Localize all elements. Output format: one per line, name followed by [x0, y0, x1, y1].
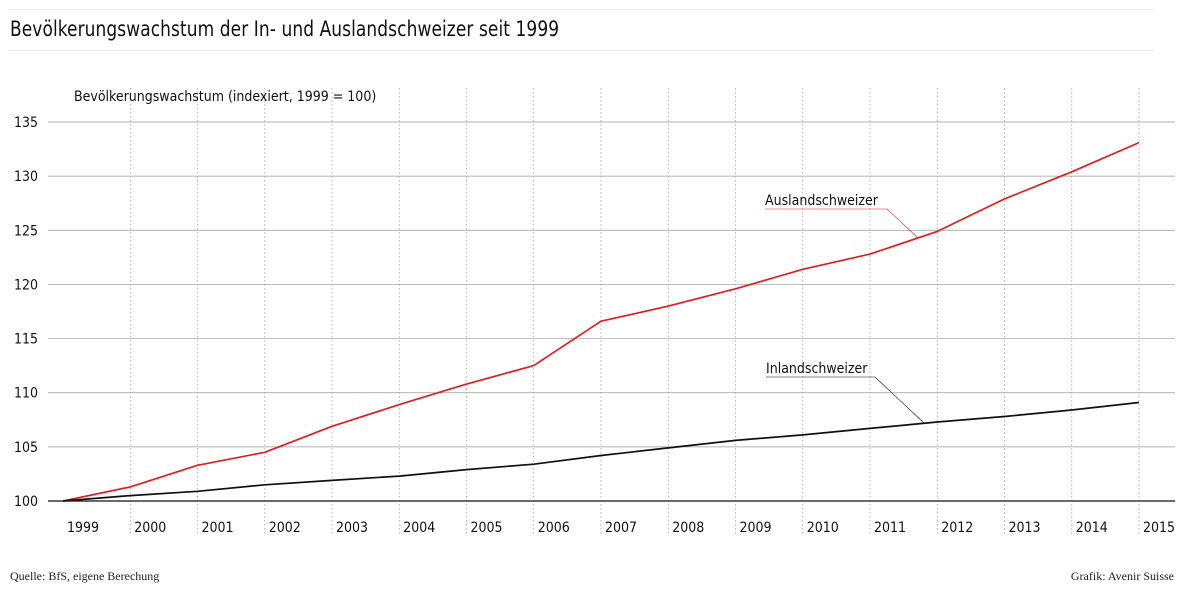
y-tick-label: 135 [14, 115, 38, 131]
x-tick-label: 2007 [605, 520, 637, 536]
y-axis-label: Bevölkerungswachstum (indexiert, 1999 = … [74, 89, 376, 105]
title-rule [8, 50, 1154, 51]
x-tick-label: 2009 [740, 520, 772, 536]
x-tick-label: 2005 [471, 520, 503, 536]
label-leader-line [874, 376, 925, 424]
source-note: Quelle: BfS, eigene Berechung [10, 569, 160, 583]
series-label-auslandschweizer: Auslandschweizer [765, 193, 879, 209]
chart-title: Bevölkerungswachstum der In- und Ausland… [10, 17, 560, 41]
x-tick-label: 2012 [941, 520, 973, 536]
y-tick-label: 120 [14, 277, 38, 293]
y-tick-label: 105 [14, 440, 38, 456]
x-tick-label: 2001 [202, 520, 234, 536]
series-line-auslandschweizer [62, 141, 1140, 502]
series-line-inlandschweizer [62, 401, 1140, 502]
x-tick-label: 2015 [1143, 520, 1175, 536]
x-tick-label: 2006 [538, 520, 570, 536]
credit-note: Grafik: Avenir Suisse [1070, 569, 1174, 583]
x-tick-label: 2014 [1076, 520, 1108, 536]
x-tick-label: 2004 [403, 520, 435, 536]
x-tick-label: 2010 [807, 520, 839, 536]
label-leader-line [886, 208, 919, 239]
top-rule [8, 9, 1154, 10]
y-tick-label: 130 [14, 169, 38, 185]
x-tick-label: 2011 [874, 520, 906, 536]
y-tick-label: 115 [14, 332, 38, 348]
y-tick-label: 100 [14, 494, 38, 510]
x-tick-label: 2003 [336, 520, 368, 536]
x-tick-label: 2013 [1009, 520, 1041, 536]
x-tick-label: 2002 [269, 520, 301, 536]
series-label-inlandschweizer: Inlandschweizer [766, 361, 868, 377]
x-tick-label: 1999 [67, 520, 99, 536]
x-tick-label: 2000 [134, 520, 166, 536]
y-tick-label: 125 [14, 223, 38, 239]
y-tick-label: 110 [14, 386, 38, 402]
x-tick-label: 2008 [672, 520, 704, 536]
